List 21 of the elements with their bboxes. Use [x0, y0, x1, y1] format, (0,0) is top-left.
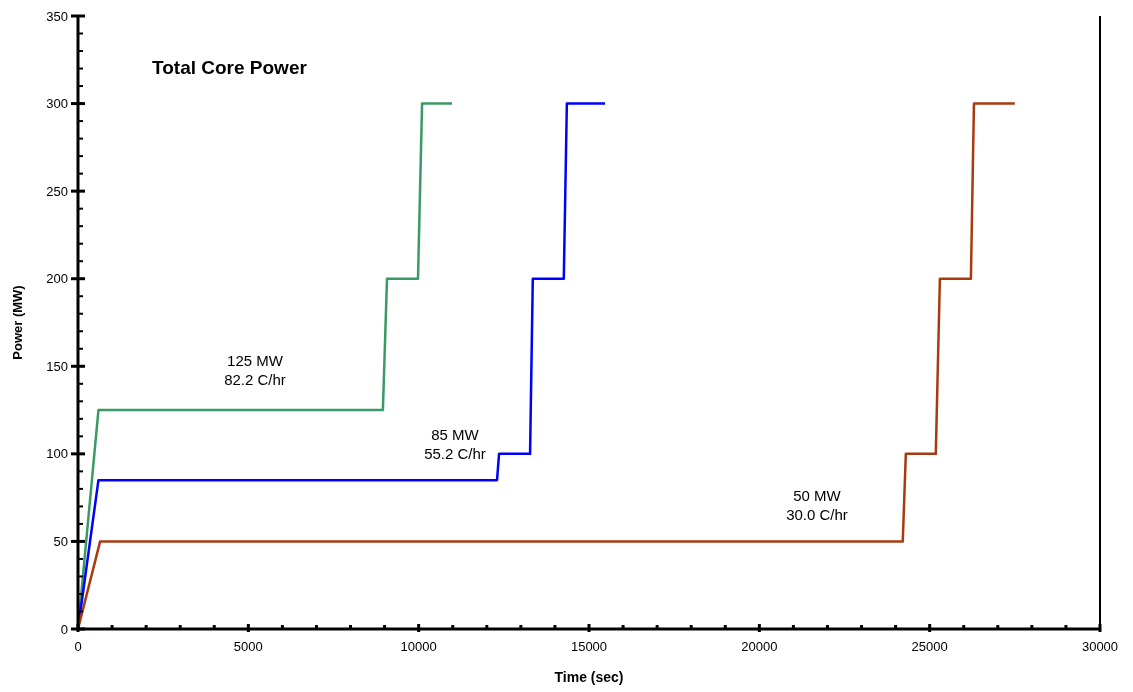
y-tick-label: 250	[46, 183, 68, 199]
x-tick-label: 5000	[233, 639, 263, 654]
annotation: 50 MW 30.0 C/hr	[786, 486, 848, 523]
y-tick-label: 50	[53, 533, 68, 549]
annotation: 125 MW 82.2 C/hr	[224, 351, 286, 388]
y-tick-label: 100	[46, 446, 68, 462]
y-axis-title: Power (MW)	[10, 285, 25, 360]
y-tick-label: 150	[46, 358, 68, 374]
x-tick-label: 0	[74, 639, 82, 654]
y-tick-label: 200	[46, 271, 68, 287]
annotation: 85 MW 55.2 C/hr	[424, 425, 486, 462]
x-tick-label: 15000	[570, 639, 608, 654]
text: Total Core Power	[152, 57, 308, 78]
y-tick-label: 300	[46, 96, 68, 112]
x-tick-label: 10000	[400, 639, 437, 654]
x-tick-label: 25000	[911, 639, 948, 654]
x-tick-label: 20000	[741, 639, 778, 654]
x-axis-title: Time (sec)	[554, 669, 624, 685]
y-tick-label: 0	[60, 621, 68, 637]
y-tick-label: 350	[46, 8, 68, 24]
x-tick-label: 30000	[1081, 639, 1119, 654]
